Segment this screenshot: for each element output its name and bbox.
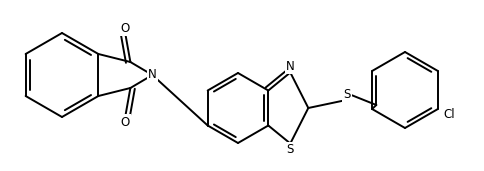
Text: O: O [121,22,130,35]
Text: N: N [148,69,157,82]
Text: O: O [121,115,130,128]
Text: Cl: Cl [443,109,454,122]
Text: S: S [344,88,351,101]
Text: N: N [286,60,295,73]
Text: S: S [287,143,294,156]
